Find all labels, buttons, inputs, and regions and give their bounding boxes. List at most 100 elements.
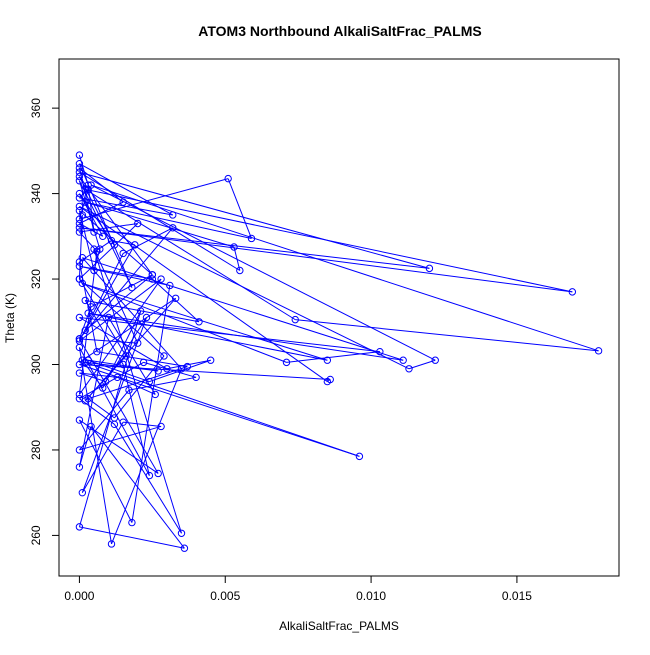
data-point (90, 228, 98, 236)
series-line-segment (117, 376, 156, 395)
x-tick-label: 0.005 (210, 589, 240, 603)
data-point (134, 219, 142, 228)
series-line-segment (149, 359, 211, 383)
data-point (326, 375, 334, 384)
series-line-segment (85, 188, 573, 293)
data-point (166, 281, 174, 290)
series-line-segment (78, 317, 110, 468)
data-point (195, 318, 203, 326)
data-point (75, 390, 84, 399)
series-line-segment (79, 171, 430, 269)
data-point (145, 471, 154, 480)
data-point (84, 356, 92, 364)
data-point (376, 347, 384, 356)
data-point (169, 224, 177, 232)
data-point (110, 414, 119, 422)
series-line-segment (81, 359, 104, 389)
data-point (75, 228, 84, 236)
data-point (75, 337, 84, 345)
series-line-segment (151, 278, 200, 323)
data-point (183, 362, 192, 371)
y-axis-label: Theta (K) (3, 293, 17, 343)
series-line-segment (79, 278, 165, 357)
data-point (169, 211, 177, 219)
series-line-segment (79, 178, 229, 220)
x-axis-label: AlkaliSaltFrac_PALMS (279, 619, 399, 633)
series-line-segment (131, 285, 171, 523)
series-line-segment (122, 227, 173, 254)
data-point (171, 294, 180, 302)
series-line-segment (408, 359, 436, 370)
data-point (142, 313, 151, 322)
data-point (163, 365, 171, 373)
data-point (75, 164, 84, 172)
data-point (81, 326, 89, 335)
series-line-segment (84, 274, 153, 331)
series-line-segment (111, 368, 182, 545)
data-point (160, 352, 168, 360)
data-point (75, 151, 84, 159)
x-tick-label: 0.000 (64, 589, 94, 603)
data-point (78, 488, 87, 497)
data-point (78, 356, 87, 364)
data-point (107, 540, 116, 548)
series-line-segment (85, 201, 235, 248)
data-point (81, 296, 89, 305)
series-line-segment (79, 338, 138, 344)
data-point (247, 234, 256, 243)
series-line-segment (79, 425, 162, 451)
data-point (101, 377, 110, 386)
series-line-segment (90, 274, 153, 308)
series-line-segment (90, 426, 185, 549)
data-point (75, 194, 84, 202)
data-point (119, 198, 127, 206)
data-point (75, 168, 84, 176)
series-line-segment (79, 227, 174, 340)
data-point (157, 422, 165, 431)
series-line-segment (78, 310, 142, 528)
data-point (93, 247, 101, 255)
data-point (355, 452, 364, 461)
x-tick-label: 0.015 (502, 589, 532, 603)
series-line-segment (79, 223, 138, 233)
series-line-segment (78, 253, 124, 342)
series-line-segment (114, 355, 165, 419)
data-point (81, 185, 89, 194)
data-point (75, 335, 84, 343)
data-point (128, 283, 136, 292)
series-line-segment (82, 257, 404, 361)
chart-title: ATOM3 Northbound AlkaliSaltFrac_PALMS (198, 23, 481, 39)
series-line-segment (79, 227, 573, 293)
series-line-segment (93, 248, 182, 534)
data-point (224, 174, 232, 183)
data-point (177, 529, 186, 537)
data-point (75, 275, 84, 283)
data-point (75, 262, 84, 270)
series-line-segment (79, 223, 139, 280)
series-line-segment (78, 347, 150, 476)
series-line-segment (88, 359, 150, 383)
data-point (119, 418, 127, 426)
data-point (594, 347, 603, 355)
data-point (107, 236, 116, 245)
series-line-segment (84, 300, 124, 365)
data-point (75, 172, 84, 181)
series-line-segment (286, 351, 380, 363)
series-layer (75, 151, 603, 552)
data-point (151, 390, 159, 399)
data-point (75, 523, 84, 531)
series-line-segment (79, 171, 241, 271)
series-line-segment (79, 205, 410, 370)
data-point (75, 202, 84, 211)
data-point (75, 177, 84, 185)
series-line-segment (78, 189, 89, 220)
data-point (90, 266, 98, 275)
data-point (145, 377, 154, 386)
data-point (230, 243, 238, 251)
data-point (139, 358, 148, 367)
series-line-segment (79, 278, 162, 395)
series-line-segment (79, 361, 144, 400)
data-point (125, 386, 133, 394)
series-line-segment (79, 231, 98, 252)
